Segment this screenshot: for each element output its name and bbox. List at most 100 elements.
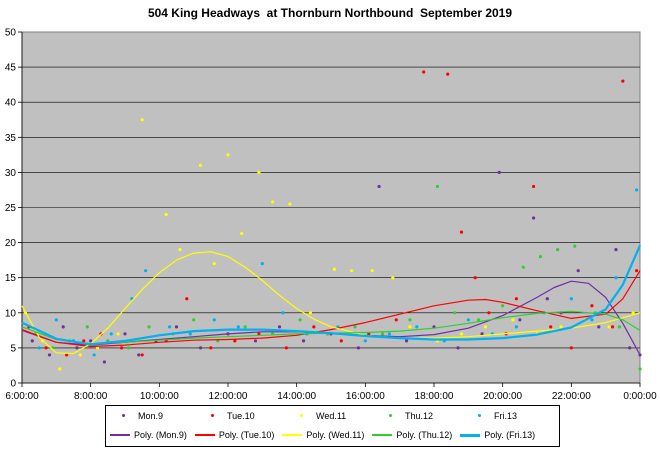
x-tick-label: 0:00:00: [623, 391, 657, 402]
data-point-thu-12: [435, 184, 440, 189]
data-point-wed-11: [164, 212, 168, 217]
data-point-tue-10: [459, 230, 464, 234]
data-point-tue-10: [446, 72, 450, 76]
data-point-thu-12: [126, 346, 131, 350]
y-tick-label: 25: [5, 203, 17, 214]
data-point-wed-11: [95, 346, 100, 350]
data-point-tue-10: [621, 79, 625, 83]
data-point-thu-12: [521, 265, 525, 269]
data-point-tue-10: [487, 311, 491, 315]
data-point-tue-10: [65, 353, 69, 357]
trendline-poly-fri-13: [21, 244, 642, 346]
data-point-tue-10: [140, 353, 144, 357]
legend-item: Tue.10: [203, 411, 284, 421]
data-point-thu-12: [298, 318, 302, 322]
data-point-thu-12: [192, 318, 196, 322]
data-point-mon-9: [597, 325, 601, 329]
data-point-wed-11: [370, 269, 374, 273]
data-point-mon-9: [137, 353, 141, 357]
legend-item: Poly. (Tue.10): [194, 429, 275, 440]
legend-label: Mon.9: [138, 410, 164, 421]
legend-line: [194, 430, 215, 439]
x-tick-label: 10:00:00: [140, 391, 179, 402]
legend-marker: [114, 411, 134, 420]
data-point-fri-13: [168, 325, 172, 329]
data-point-tue-10: [44, 346, 48, 350]
x-tick-label: 16:00:00: [346, 391, 385, 402]
data-point-mon-9: [30, 339, 34, 343]
chart-title: 504 King Headways at Thornburn Northboun…: [147, 6, 513, 20]
data-point-wed-11: [257, 170, 261, 174]
legend-label: Thu.12: [405, 410, 434, 421]
legend-label: Poly. (Fri.13): [484, 429, 536, 440]
data-point-fri-13: [281, 311, 285, 315]
data-point-mon-9: [174, 325, 179, 329]
data-point-tue-10: [531, 184, 536, 189]
data-point-thu-12: [573, 244, 577, 248]
data-point-wed-11: [607, 325, 611, 329]
trendline-poly-tue-10: [21, 270, 641, 348]
data-point-mon-9: [356, 346, 361, 350]
data-point-wed-11: [350, 269, 354, 273]
x-tick-label: 22:00:00: [552, 391, 591, 402]
data-point-mon-9: [47, 353, 52, 357]
data-point-tue-10: [473, 276, 477, 280]
data-point-thu-12: [617, 325, 622, 329]
data-point-tue-10: [569, 346, 573, 350]
data-point-mon-9: [61, 325, 65, 329]
data-point-mon-9: [377, 184, 381, 189]
legend-item: Poly. (Thu.12): [372, 430, 452, 440]
y-tick-label: 15: [5, 273, 17, 284]
legend-marker: [381, 411, 401, 420]
y-tick-label: 10: [5, 308, 17, 319]
data-point-mon-9: [480, 332, 484, 336]
data-point-fri-13: [37, 346, 41, 350]
data-point-tue-10: [610, 325, 615, 329]
data-point-mon-9: [456, 346, 460, 350]
data-point-wed-11: [332, 267, 337, 271]
data-point-mon-9: [531, 216, 536, 220]
data-point-mon-9: [545, 297, 549, 301]
data-point-thu-12: [638, 367, 642, 371]
data-point-mon-9: [123, 332, 127, 336]
data-point-wed-11: [631, 311, 635, 315]
data-point-wed-11: [116, 332, 120, 336]
data-point-fri-13: [387, 332, 391, 336]
data-point-tue-10: [82, 339, 86, 343]
data-point-fri-13: [415, 325, 419, 329]
legend-label: Poly. (Tue.10): [218, 429, 275, 440]
data-point-wed-11: [140, 118, 144, 122]
data-point-fri-13: [466, 318, 470, 322]
data-point-fri-13: [569, 297, 573, 301]
data-point-mon-9: [518, 318, 522, 322]
legend-line: [372, 430, 393, 439]
data-point-thu-12: [501, 304, 505, 308]
legend-item: Poly. (Mon.9): [110, 430, 187, 440]
data-point-mon-9: [102, 360, 106, 364]
data-point-wed-11: [78, 353, 82, 357]
data-point-wed-11: [178, 248, 182, 252]
legend-line: [460, 430, 481, 439]
data-point-tue-10: [284, 346, 288, 350]
legend-marker: [292, 411, 312, 420]
legend-label: Poly. (Mon.9): [134, 429, 187, 440]
data-point-fri-13: [363, 339, 367, 343]
data-point-wed-11: [198, 163, 203, 167]
data-point-tue-10: [590, 304, 594, 308]
data-point-mon-9: [614, 248, 618, 252]
data-point-wed-11: [226, 153, 230, 157]
data-point-tue-10: [394, 318, 398, 322]
data-point-fri-13: [514, 325, 519, 329]
legend-item: Wed.11: [292, 411, 373, 421]
legend: Mon.9 Tue.10 Wed.11 Thu.12 Fri.13 Poly. (Mon…: [105, 405, 560, 447]
legend-marker: [470, 411, 490, 420]
data-point-tue-10: [422, 70, 426, 74]
trendline-poly-wed-11: [21, 251, 641, 355]
trendline-poly-thu-12: [21, 310, 641, 345]
legend-item: Poly. (Wed.11): [282, 430, 364, 440]
data-point-thu-12: [85, 325, 89, 329]
legend-label: Poly. (Wed.11): [306, 429, 365, 440]
data-point-tue-10: [549, 325, 553, 329]
data-point-tue-10: [634, 269, 639, 273]
